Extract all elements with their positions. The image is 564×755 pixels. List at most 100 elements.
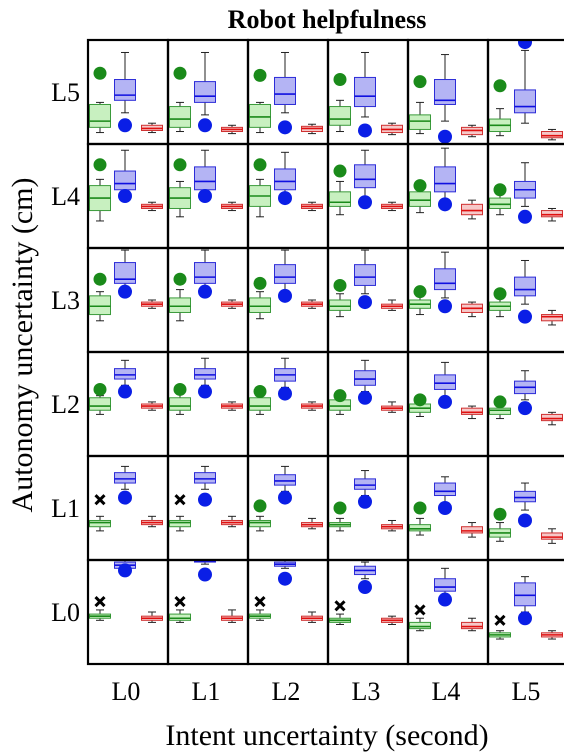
green-dot-marker xyxy=(93,272,107,286)
x-axis-label: Intent uncertainty (second) xyxy=(165,719,488,752)
panel-L1-L5 xyxy=(486,454,564,562)
y-tick-label: L1 xyxy=(51,494,80,523)
green-dot-marker xyxy=(493,287,507,301)
box-green xyxy=(409,114,431,130)
blue-dot-marker xyxy=(118,284,132,299)
panel-L4-L3 xyxy=(326,142,410,250)
blue-dot-marker xyxy=(358,390,372,405)
panel-L5-L1 xyxy=(166,38,250,146)
box-green xyxy=(89,103,111,128)
green-dot-marker xyxy=(253,385,267,399)
box-green xyxy=(169,106,191,128)
blue-dot-marker xyxy=(118,118,132,133)
blue-dot-marker xyxy=(118,384,132,399)
box-blue xyxy=(434,79,456,105)
panel-L1-L1 xyxy=(166,454,250,562)
blue-dot-marker xyxy=(438,299,452,314)
panel-L1-L0 xyxy=(86,454,170,562)
box-blue xyxy=(114,472,136,484)
box-green xyxy=(489,407,511,415)
box-green xyxy=(249,297,271,313)
box-blue xyxy=(434,374,456,390)
green-dot-marker xyxy=(413,393,427,407)
y-axis-label: Autonomy uncertainty (cm) xyxy=(6,178,39,513)
box-blue xyxy=(354,164,376,189)
box-green xyxy=(409,191,431,207)
y-tick-label: L4 xyxy=(51,182,80,211)
blue-dot-marker xyxy=(278,191,292,206)
cross-marker xyxy=(334,600,346,612)
green-dot-marker xyxy=(173,158,187,172)
panel-L0-L5 xyxy=(486,558,564,666)
blue-dot-marker xyxy=(278,386,292,401)
blue-dot-marker xyxy=(278,490,292,505)
box-green xyxy=(409,621,431,630)
box-blue xyxy=(514,89,536,114)
blue-dot-marker xyxy=(358,295,372,310)
box-red xyxy=(541,314,563,322)
panel-L5-L5 xyxy=(486,38,564,146)
cross-marker xyxy=(254,596,266,608)
y-tick-label: L3 xyxy=(51,286,80,315)
box-blue xyxy=(194,81,216,103)
green-dot-marker xyxy=(93,382,107,396)
box-blue xyxy=(514,276,536,297)
box-green xyxy=(89,295,111,316)
panel-L5-L2 xyxy=(246,38,330,146)
box-blue xyxy=(274,168,296,191)
blue-dot-marker xyxy=(198,384,212,399)
box-blue xyxy=(434,268,456,291)
blue-dot-marker xyxy=(118,189,132,203)
box-blue xyxy=(114,170,136,191)
cross-marker xyxy=(94,494,106,506)
box-green xyxy=(169,297,191,313)
panel-L4-L2 xyxy=(246,142,330,250)
panel-L0-L1 xyxy=(166,558,250,666)
panel-L3-L2 xyxy=(246,246,330,354)
panel-L2-L5 xyxy=(486,350,564,458)
x-tick-label: L1 xyxy=(192,677,221,706)
panel-border xyxy=(86,454,170,562)
green-dot-marker xyxy=(333,164,347,178)
box-green xyxy=(409,524,431,532)
blue-dot-marker xyxy=(438,592,452,607)
cross-marker xyxy=(174,596,186,608)
green-dot-marker xyxy=(253,276,267,290)
panel-grid xyxy=(86,38,564,666)
box-blue xyxy=(514,582,536,607)
cross-marker xyxy=(414,604,426,616)
box-green xyxy=(169,613,191,621)
green-dot-marker xyxy=(93,66,107,80)
panel-L0-L0 xyxy=(86,558,170,666)
panel-L2-L0 xyxy=(86,350,170,458)
blue-dot-marker xyxy=(518,611,532,626)
panel-L3-L5 xyxy=(486,246,564,354)
box-green xyxy=(489,197,511,209)
blue-dot-marker xyxy=(518,401,532,416)
box-blue xyxy=(434,482,456,497)
panel-L3-L4 xyxy=(406,246,490,354)
green-dot-marker xyxy=(493,507,507,521)
box-blue xyxy=(274,76,296,105)
box-blue xyxy=(434,166,456,193)
box-blue xyxy=(354,264,376,286)
panel-L2-L1 xyxy=(166,350,250,458)
green-dot-marker xyxy=(333,501,347,515)
green-dot-marker xyxy=(333,278,347,292)
panel-L5-L4 xyxy=(406,38,490,146)
box-red xyxy=(461,407,483,415)
box-blue xyxy=(354,478,376,490)
box-blue xyxy=(274,474,296,486)
blue-dot-marker xyxy=(438,197,452,212)
blue-dot-marker xyxy=(198,492,212,507)
panel-L0-L4 xyxy=(406,558,490,666)
green-dot-marker xyxy=(253,158,267,172)
blue-dot-marker xyxy=(198,567,212,582)
panel-border xyxy=(486,558,564,666)
blue-dot-marker xyxy=(358,195,372,210)
x-tick-label: L5 xyxy=(512,677,541,706)
box-green xyxy=(169,519,191,528)
blue-dot-marker xyxy=(518,209,532,224)
box-blue xyxy=(194,472,216,484)
panel-L1-L3 xyxy=(326,454,410,562)
